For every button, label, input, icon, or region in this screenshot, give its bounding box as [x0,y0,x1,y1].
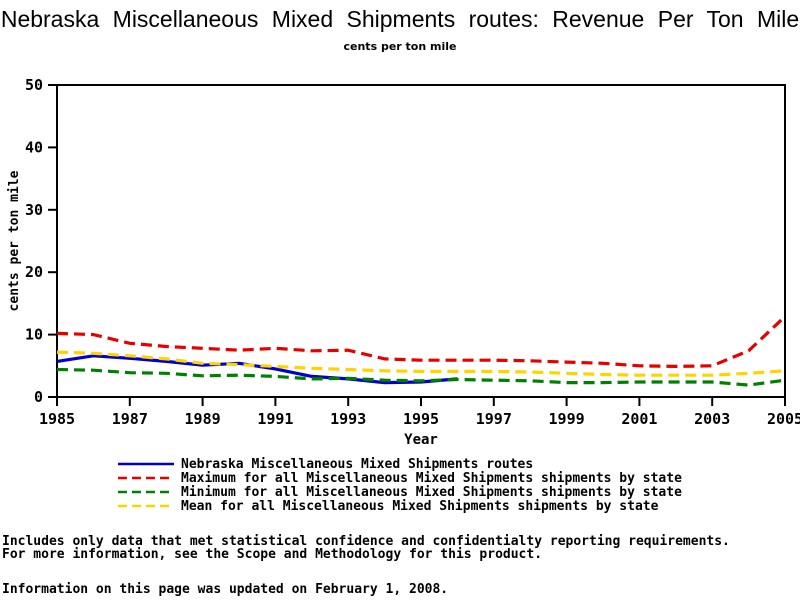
legend-swatch-line [118,504,174,508]
x-tick-label: 1995 [403,410,439,428]
series-line-3 [56,350,786,377]
y-axis-label: cents per ton mile [7,170,22,311]
x-tick-label: 1993 [330,410,366,428]
x-tick-label: 2003 [694,410,730,428]
x-tick-label: 1987 [112,410,148,428]
y-tick-label: 50 [25,76,43,94]
x-tick-label: 1999 [549,410,585,428]
legend-swatch-line [118,490,174,494]
footer-note-2: For more information, see the Scope and … [2,547,543,562]
x-tick-label: 2005 [767,410,800,428]
x-tick-label: 1985 [39,410,75,428]
x-tick-label: 1989 [185,410,221,428]
legend-item: Nebraska Miscellaneous Mixed Shipments r… [118,456,682,472]
footer-note-1: Includes only data that met statistical … [2,534,730,549]
x-tick-label: 1991 [257,410,293,428]
legend-item: Mean for all Miscellaneous Mixed Shipmen… [118,498,682,514]
chart-canvas: 0 10 20 30 40 50 1985 1987 1989 1991 1993 1995 1997 1… [7,76,800,448]
legend-swatch-line [118,476,174,480]
y-tick-label: 10 [25,326,43,344]
series-line-2 [56,367,786,387]
x-axis-label: Year [404,432,438,448]
legend-item: Maximum for all Miscellaneous Mixed Ship… [118,470,682,486]
legend-label: Nebraska Miscellaneous Mixed Shipments r… [181,456,534,472]
series-line-0 [56,354,458,385]
series-line-1 [56,315,787,369]
plot-frame [56,84,786,398]
legend-label: Mean for all Miscellaneous Mixed Shipmen… [181,498,659,514]
chart-legend: Nebraska Miscellaneous Mixed Shipments r… [118,456,682,514]
y-tick-label: 0 [34,388,43,406]
footer-updated-note: Information on this page was updated on … [2,582,449,597]
chart-title: Nebraska Miscellaneous Mixed Shipments r… [0,6,800,32]
y-tick-label: 20 [25,263,43,281]
x-tick-label: 2001 [621,410,657,428]
x-tick-label: 1997 [476,410,512,428]
legend-label: Minimum for all Miscellaneous Mixed Ship… [181,484,682,500]
y-tick-label: 40 [25,138,43,156]
chart-subtitle: cents per ton mile [343,40,457,53]
legend-swatch-line [118,462,174,466]
legend-label: Maximum for all Miscellaneous Mixed Ship… [181,470,682,486]
y-tick-label: 30 [25,201,43,219]
legend-item: Minimum for all Miscellaneous Mixed Ship… [118,484,682,500]
